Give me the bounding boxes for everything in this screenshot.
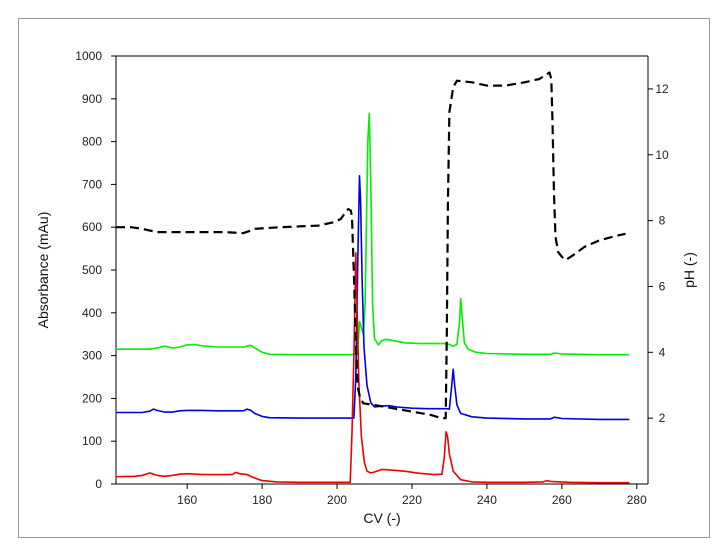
plot-area	[115, 55, 649, 485]
series-line-1	[116, 112, 630, 356]
y-right-tick-label: 6	[659, 279, 666, 293]
y-left-tick-label: 0	[95, 477, 102, 491]
y-right-tick-label: 10	[655, 148, 669, 162]
y-left-tick-label: 100	[82, 434, 102, 448]
y-left-tick-label: 1000	[75, 49, 102, 63]
y-left-tick-label: 700	[82, 177, 102, 191]
series-line-3	[115, 252, 630, 484]
x-tick-label: 180	[252, 493, 272, 507]
x-tick-label: 220	[402, 493, 422, 507]
y-right-tick-label: 12	[655, 82, 669, 96]
x-tick-label: 260	[552, 493, 572, 507]
y-left-tick-label: 500	[82, 263, 102, 277]
y-left-tick-label: 400	[82, 306, 102, 320]
y-right-tick-label: 4	[659, 345, 666, 359]
y-left-tick-label: 200	[82, 391, 102, 405]
y-right-tick-label: 2	[659, 411, 666, 425]
y-left-tick-label: 600	[82, 220, 102, 234]
y-left-tick-label: 800	[82, 135, 102, 149]
chart-frame	[18, 18, 710, 538]
y-axis-right-label: pH (-)	[681, 252, 697, 288]
y-left-tick-label: 300	[82, 349, 102, 363]
series-line-2	[116, 175, 630, 421]
y-left-tick-label: 900	[82, 92, 102, 106]
traces	[115, 71, 630, 484]
x-axis-label: CV (-)	[363, 510, 400, 526]
x-tick-label: 280	[627, 493, 647, 507]
y-right-tick-label: 8	[659, 214, 666, 228]
x-tick-label: 200	[327, 493, 347, 507]
x-tick-label: 240	[477, 493, 497, 507]
ticks: 160 180 200 220 240 260 2800100200300400500600…	[75, 49, 669, 507]
series-line-4	[116, 71, 626, 420]
x-tick-label: 160	[177, 493, 197, 507]
y-axis-left-label: Absorbance (mAu)	[35, 212, 51, 329]
